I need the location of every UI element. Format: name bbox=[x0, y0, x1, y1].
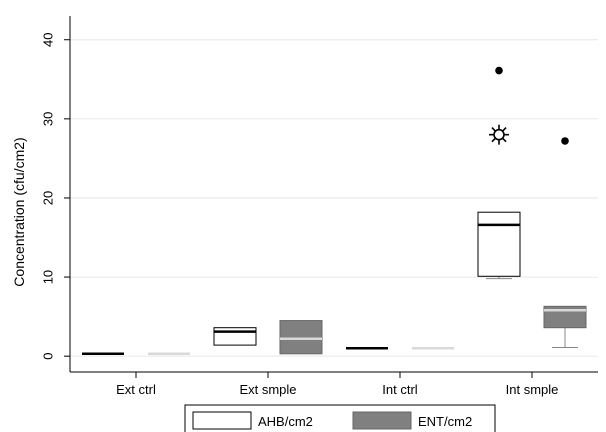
legend-label-ahb: AHB/cm2 bbox=[258, 414, 313, 429]
series-ahb bbox=[82, 66, 521, 356]
outlier-dot bbox=[561, 137, 569, 145]
x-tick-label: Int ctrl bbox=[382, 382, 418, 397]
series-ent bbox=[148, 137, 587, 356]
sun-core bbox=[493, 128, 505, 141]
y-axis-title: Concentration (cfu/cm2) bbox=[11, 137, 27, 286]
iqr-box bbox=[477, 211, 521, 277]
x-tick-label: Int smple bbox=[506, 382, 559, 397]
iqr-box bbox=[543, 305, 587, 329]
y-tick-label: 20 bbox=[41, 191, 56, 205]
sun-ray bbox=[502, 137, 507, 143]
outlier-dot bbox=[495, 66, 503, 75]
axes: 0 10 20 30 40 Ext ctrl Ext smple Int ctrl Int sm… bbox=[41, 32, 559, 397]
legend-swatch-ahb bbox=[192, 411, 252, 430]
legend-swatch-ent bbox=[352, 411, 412, 430]
y-tick-label: 30 bbox=[41, 112, 56, 126]
outlier-sun-marker bbox=[489, 124, 509, 145]
grid-lines bbox=[70, 39, 598, 357]
box-ahb-2 bbox=[213, 327, 257, 346]
y-tick-label: 10 bbox=[41, 270, 56, 284]
legend-label-ent: ENT/cm2 bbox=[418, 414, 472, 429]
legend: AHB/cm2 ENT/cm2 bbox=[184, 404, 496, 432]
plot-marks bbox=[82, 66, 587, 356]
iqr-box bbox=[279, 320, 323, 355]
y-tick-label: 40 bbox=[41, 32, 56, 46]
box-ahb-4 bbox=[477, 66, 521, 280]
x-tick-label: Ext ctrl bbox=[116, 382, 156, 397]
sun-ray bbox=[491, 127, 496, 132]
box-ent-4 bbox=[543, 137, 587, 348]
iqr-box bbox=[213, 327, 257, 346]
x-tick-label: Ext smple bbox=[239, 382, 296, 397]
sun-ray bbox=[502, 127, 507, 132]
box-ent-2 bbox=[279, 320, 323, 355]
sun-ray bbox=[491, 137, 496, 143]
y-tick-label: 0 bbox=[41, 353, 56, 360]
